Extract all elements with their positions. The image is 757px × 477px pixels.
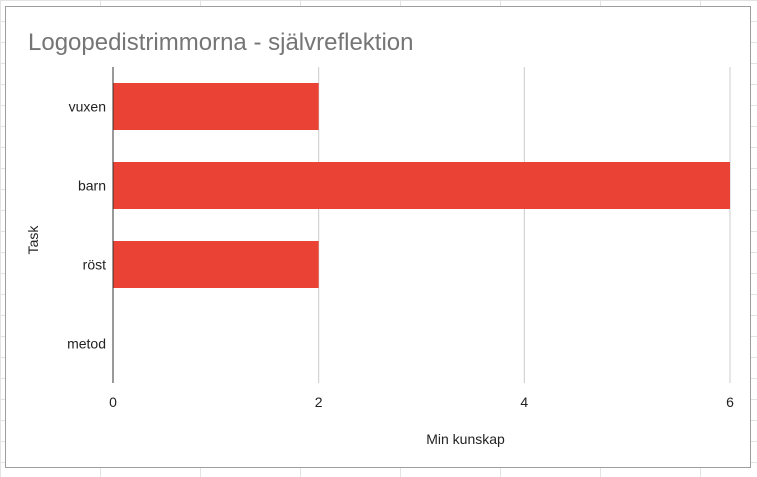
x-tick-label: 2 [315, 394, 323, 410]
x-tick-label: 4 [520, 394, 528, 410]
gridlines [318, 67, 731, 383]
y-axis-ticks: vuxen barn röst metod [67, 99, 106, 352]
x-axis-ticks: 0 2 4 6 [109, 394, 734, 410]
x-tick-label: 6 [726, 394, 734, 410]
bar-vuxen[interactable] [113, 83, 319, 130]
y-axis-title: Task [25, 225, 41, 255]
y-tick-label: barn [78, 178, 106, 194]
x-tick-label: 0 [109, 394, 117, 410]
x-axis-title: Min kunskap [426, 431, 505, 447]
y-tick-label: vuxen [69, 99, 106, 115]
y-tick-label: röst [83, 257, 106, 273]
chart-title: Logopedistrimmorna - självreflektion [28, 29, 414, 56]
bars [113, 83, 730, 288]
bar-röst[interactable] [113, 241, 319, 288]
bar-barn[interactable] [113, 162, 730, 209]
y-tick-label: metod [67, 336, 106, 352]
